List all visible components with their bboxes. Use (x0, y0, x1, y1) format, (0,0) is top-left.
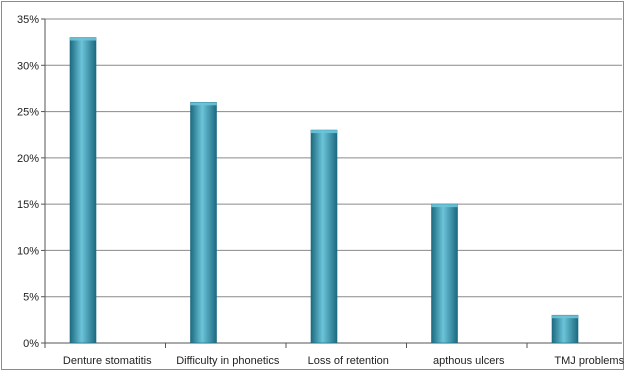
y-tick-label: 10% (17, 245, 39, 257)
y-tick-label: 0% (23, 338, 39, 350)
gridlines (45, 18, 622, 298)
bar-top-highlight (431, 204, 458, 208)
category-labels: Denture stomatitis Difficulty in phonetic… (63, 355, 625, 367)
bar (431, 203, 458, 344)
x-tick-label: Denture stomatitis (63, 355, 152, 367)
bar (190, 102, 217, 344)
y-tick-label: 5% (23, 292, 39, 304)
x-tick-label: apthous ulcers (433, 355, 505, 367)
bar (551, 314, 579, 344)
bar-top-highlight (190, 102, 217, 106)
bar (310, 129, 338, 344)
y-tick-label: 25% (17, 107, 39, 119)
y-tick-label: 20% (17, 153, 39, 165)
y-tick-labels: 0% 5% 10% 15% 20% 25% 30% 35% (17, 14, 39, 350)
x-tick-label: Difficulty in phonetics (176, 355, 280, 367)
x-tick-label: TMJ problems (554, 355, 624, 367)
bars (69, 37, 579, 344)
x-tick-label: Loss of retention (308, 355, 389, 367)
bar-top-highlight (311, 130, 337, 134)
y-tick-label: 30% (17, 60, 39, 72)
y-tick-label: 15% (17, 199, 39, 211)
bar-top-highlight (70, 37, 96, 41)
bar (69, 37, 97, 344)
y-tick-label: 35% (17, 14, 39, 26)
bar-top-highlight (552, 315, 578, 319)
